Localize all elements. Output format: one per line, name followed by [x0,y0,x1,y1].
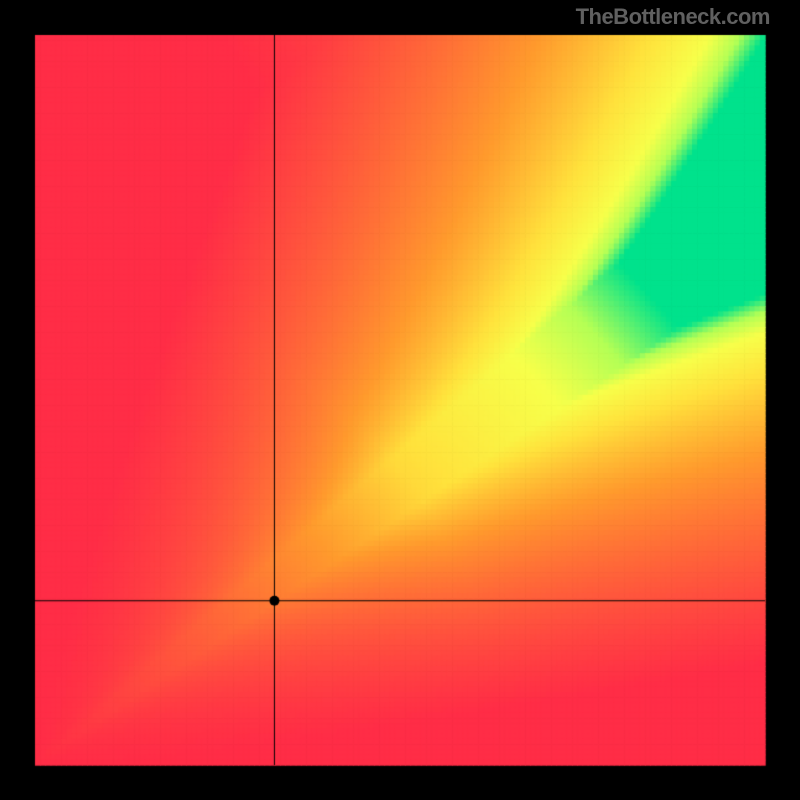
bottleneck-heatmap [0,0,800,800]
watermark-text: TheBottleneck.com [576,4,770,30]
